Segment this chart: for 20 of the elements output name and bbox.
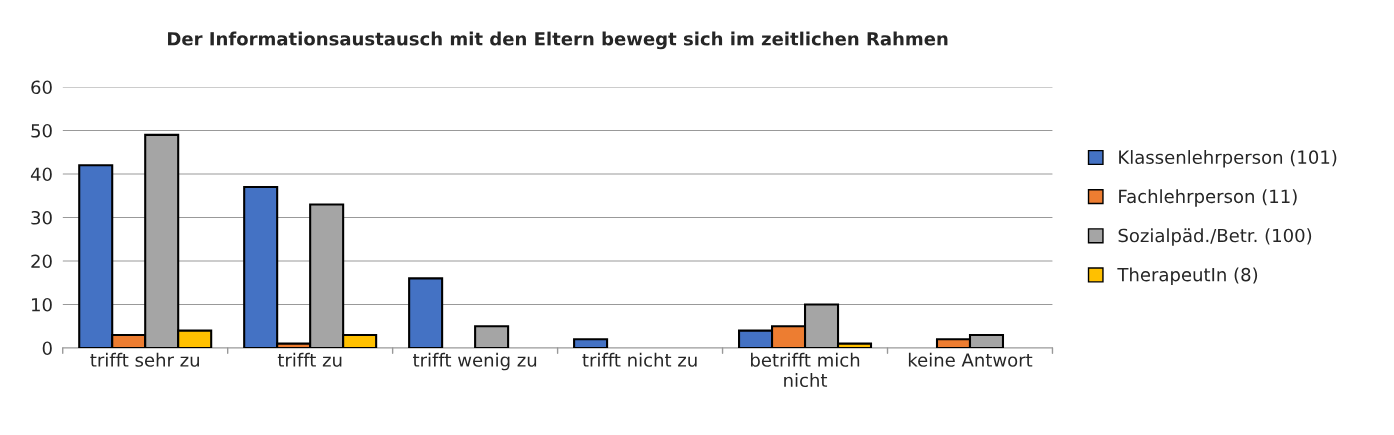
x-tick-label: betrifft mich nicht: [751, 352, 860, 388]
x-tick-label: trifft nicht zu: [582, 352, 697, 367]
legend-label: Sozialpäd./Betr. (100): [1118, 228, 1312, 246]
y-tick-label: 20: [31, 254, 52, 269]
y-tick-label: 40: [30, 167, 52, 182]
legend-label: Klassenlehrperson (101): [1119, 150, 1337, 168]
y-tick-label: 10: [32, 297, 52, 312]
legend-label: Fachlehrperson (11): [1119, 189, 1297, 207]
x-tick-label: trifft zu: [277, 352, 342, 367]
chart-title: Der Informationsaustausch mit den Eltern bewegt sich im zeitlichen Rahmen: [168, 31, 948, 50]
bar: [408, 277, 444, 348]
y-tick-label: 0: [42, 341, 52, 356]
bar: [573, 338, 609, 348]
x-tick-label: keine Antwort: [908, 352, 1033, 367]
y-tick-label: 60: [31, 80, 52, 95]
y-tick-label: 50: [31, 123, 52, 138]
y-tick-label: 30: [31, 210, 52, 225]
x-tick-label: trifft wenig zu: [413, 352, 537, 371]
legend-label: TherapeutIn (8): [1117, 267, 1258, 285]
x-tick-label: trifft sehr zu: [90, 352, 199, 367]
